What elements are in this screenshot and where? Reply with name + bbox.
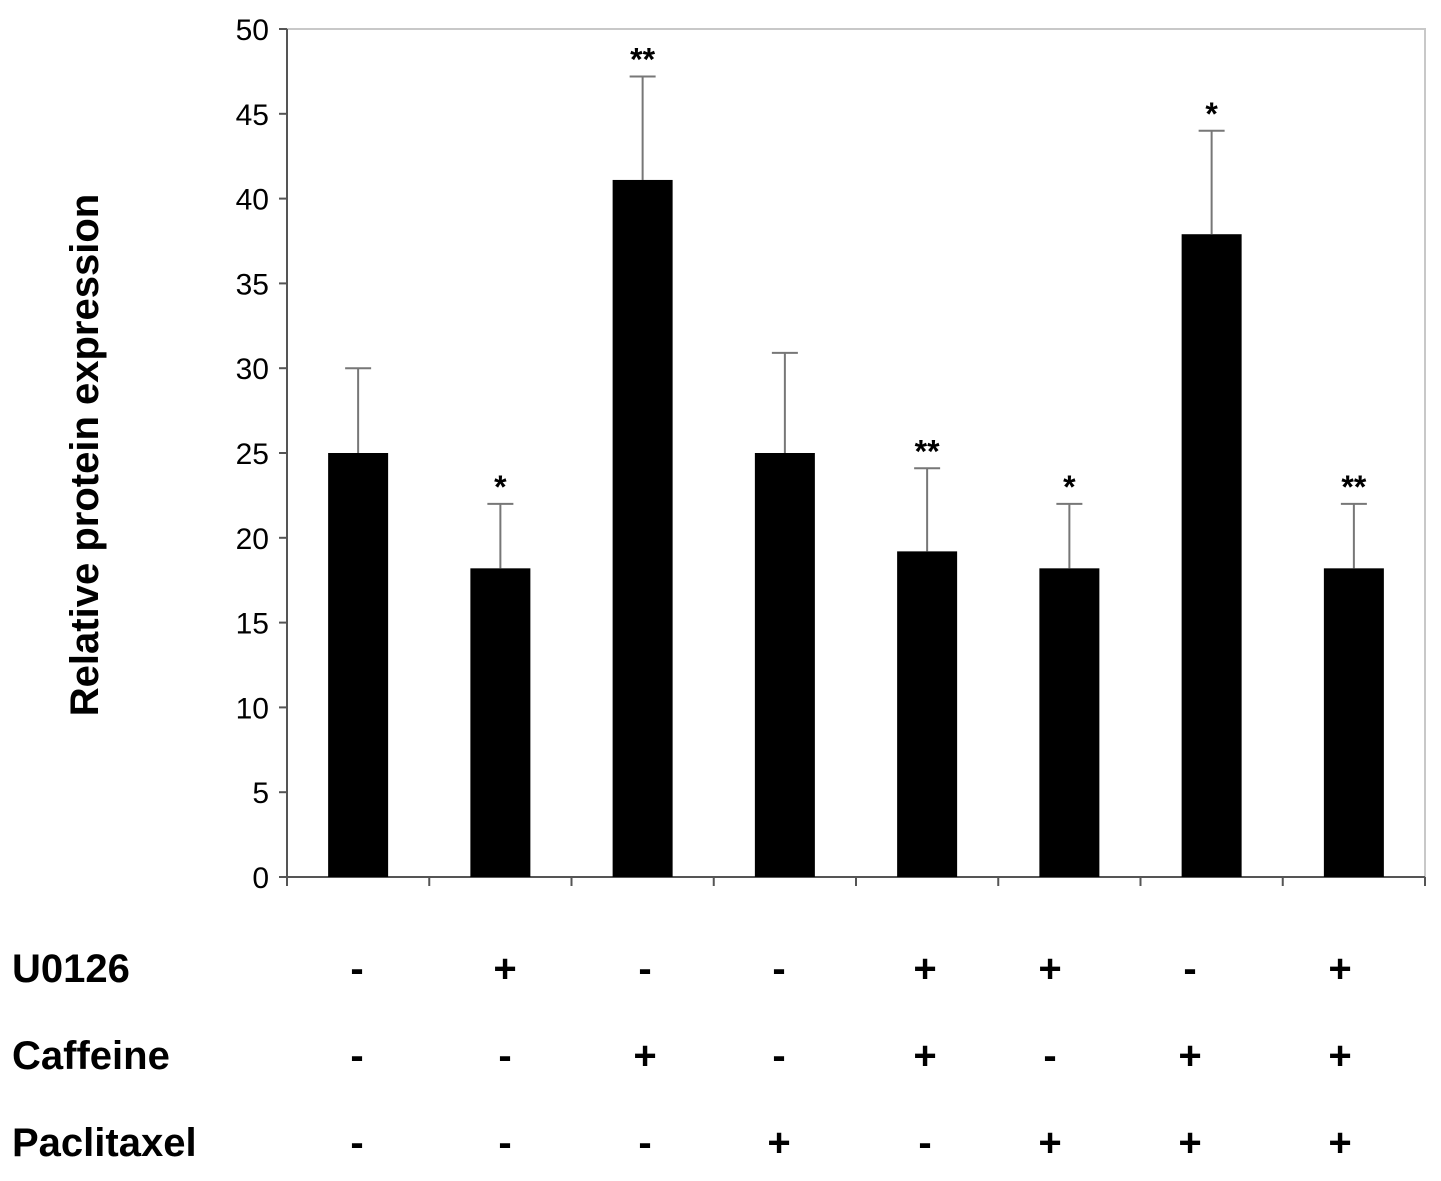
treatment-label: U0126 (12, 947, 130, 991)
bar (470, 568, 531, 877)
treatment-sign: - (772, 1034, 785, 1078)
treatment-sign: + (1038, 947, 1061, 991)
treatment-sign: - (1183, 947, 1196, 991)
y-tick-label: 30 (236, 353, 269, 386)
treatment-sign: - (350, 1034, 363, 1078)
treatment-sign: + (1038, 1121, 1061, 1165)
treatment-sign: - (918, 1121, 931, 1165)
y-tick-label: 45 (236, 99, 269, 132)
treatment-sign: + (767, 1121, 790, 1165)
treatment-sign: - (638, 1121, 651, 1165)
treatment-sign: + (633, 1034, 656, 1078)
y-tick-label: 5 (252, 777, 269, 810)
bar (754, 453, 815, 877)
treatment-sign: + (1178, 1121, 1201, 1165)
significance-marker: * (1063, 469, 1076, 505)
y-tick-label: 15 (236, 608, 269, 641)
treatment-sign: + (1328, 947, 1351, 991)
treatment-sign: - (498, 1034, 511, 1078)
bar (1181, 234, 1242, 877)
y-tick-label: 35 (236, 268, 269, 301)
y-tick-label: 0 (252, 862, 269, 895)
treatment-sign: + (1328, 1034, 1351, 1078)
bar (897, 551, 958, 877)
bar (1039, 568, 1100, 877)
y-tick-label: 10 (236, 692, 269, 725)
treatment-sign: - (350, 947, 363, 991)
treatment-sign: + (913, 947, 936, 991)
treatment-sign: + (1328, 1121, 1351, 1165)
treatment-sign: - (1043, 1034, 1056, 1078)
treatment-label: Paclitaxel (12, 1121, 197, 1165)
bar (612, 179, 673, 878)
significance-marker: * (494, 469, 507, 505)
significance-marker: ** (915, 433, 940, 469)
treatment-sign: - (638, 947, 651, 991)
y-tick-label: 20 (236, 523, 269, 556)
treatment-label: Caffeine (12, 1034, 170, 1078)
bar (1323, 568, 1384, 877)
treatment-sign: - (498, 1121, 511, 1165)
significance-marker: * (1205, 96, 1218, 132)
treatment-sign: - (350, 1121, 363, 1165)
plot-frame (286, 28, 1426, 878)
y-tick-label: 40 (236, 184, 269, 217)
bar (328, 453, 389, 877)
significance-marker: ** (630, 41, 655, 77)
y-tick-label: 50 (236, 14, 269, 47)
treatment-sign: - (772, 947, 785, 991)
significance-marker: ** (1341, 469, 1366, 505)
treatment-sign: + (913, 1034, 936, 1078)
y-axis-label: Relative protein expression (63, 194, 107, 716)
treatment-sign: + (493, 947, 516, 991)
treatment-sign: + (1178, 1034, 1201, 1078)
y-tick-label: 25 (236, 438, 269, 471)
